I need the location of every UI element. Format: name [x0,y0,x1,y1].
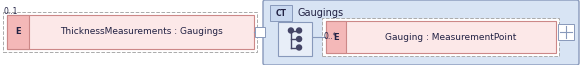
FancyBboxPatch shape [263,0,579,65]
Bar [322,18,559,56]
Circle shape [296,28,302,33]
Circle shape [296,45,302,50]
Bar [270,5,292,21]
Text: E: E [333,32,339,41]
FancyBboxPatch shape [278,22,312,56]
Bar [326,21,556,53]
Bar [255,27,265,37]
Bar [7,15,29,49]
Bar [326,21,346,53]
Bar [3,12,257,52]
Text: E: E [15,27,21,37]
Bar [7,15,254,49]
Text: 0..*: 0..* [323,32,336,41]
Text: Gaugings: Gaugings [297,8,343,18]
Text: CT: CT [275,9,286,17]
Circle shape [288,28,293,33]
Text: Gauging : MeasurementPoint: Gauging : MeasurementPoint [385,32,517,41]
Text: ThicknessMeasurements : Gaugings: ThicknessMeasurements : Gaugings [60,27,223,37]
Text: 0..1: 0..1 [3,7,17,16]
Bar [558,24,574,40]
Circle shape [296,37,302,41]
